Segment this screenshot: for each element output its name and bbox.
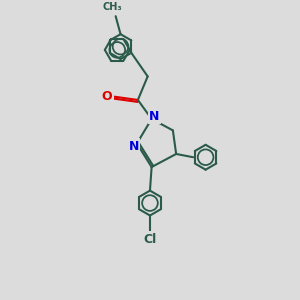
Text: O: O xyxy=(102,90,112,103)
Text: N: N xyxy=(149,110,159,123)
Text: CH₃: CH₃ xyxy=(103,2,122,12)
Text: Cl: Cl xyxy=(143,232,157,246)
Text: N: N xyxy=(128,140,139,153)
